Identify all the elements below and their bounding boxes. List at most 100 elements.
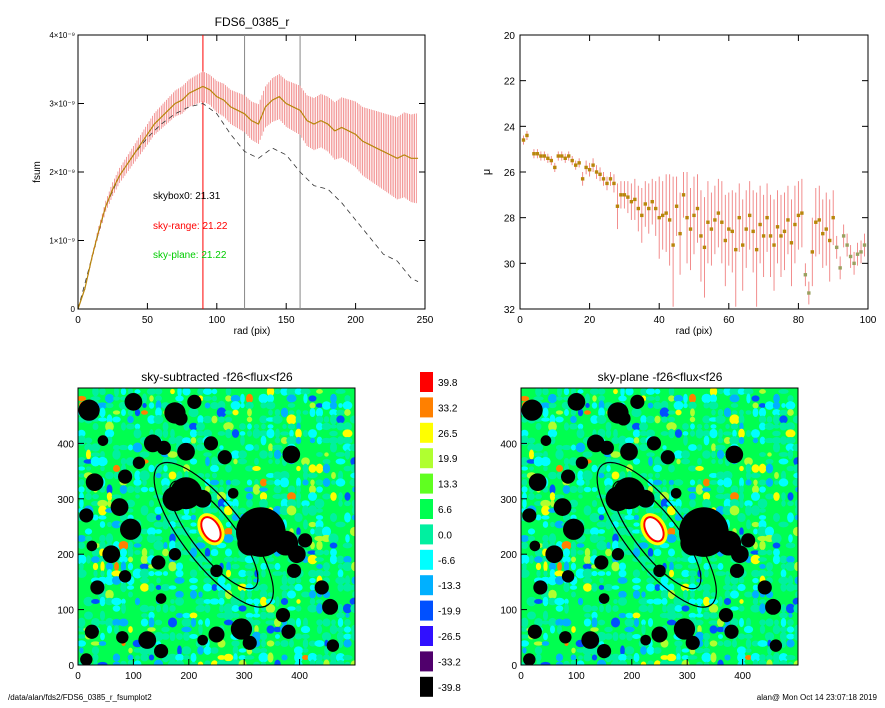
- sky-plane-noise: [779, 555, 788, 564]
- sky-plane-noise: [527, 443, 536, 452]
- sky-plane-noise: [575, 442, 586, 453]
- sky-subtracted-noise: [175, 612, 184, 619]
- sky-subtracted-noise: [78, 634, 87, 639]
- sky-plane-noise: [584, 613, 591, 618]
- sky-plane-mask-blob: [521, 399, 543, 421]
- sky-subtracted-noise: [100, 632, 105, 641]
- sky-plane-mask-blob: [673, 618, 696, 640]
- sky-plane-noise: [626, 655, 633, 660]
- sky-plane-noise: [632, 429, 641, 438]
- sky-subtracted-title: sky-subtracted -f26<flux<f26: [141, 370, 293, 384]
- sky-plane-noise: [667, 416, 676, 423]
- sky-plane-noise: [730, 485, 739, 494]
- mu-point: [636, 206, 641, 211]
- mu-point: [591, 163, 595, 167]
- sky-plane-noise: [542, 596, 549, 607]
- sky-subtracted-mask-blob: [118, 570, 132, 583]
- sky-subtracted-noise: [183, 655, 190, 660]
- sky-plane-noise: [778, 452, 789, 457]
- sky-subtracted-mask-blob: [132, 456, 146, 469]
- mu-point: [761, 234, 766, 238]
- sky-plane-x-tick-label: 100: [568, 671, 585, 682]
- sky-plane-noise: [745, 429, 752, 438]
- sky-subtracted-noise: [225, 388, 232, 396]
- sky-subtracted-noise: [92, 493, 99, 500]
- sky-subtracted-noise: [176, 471, 183, 480]
- sky-subtracted-noise: [112, 618, 121, 627]
- sky-plane-noise: [793, 660, 798, 665]
- sky-plane-noise: [737, 388, 746, 395]
- mu-point: [546, 156, 550, 160]
- sky-subtracted-noise: [105, 471, 114, 480]
- sky-subtracted-noise: [230, 394, 241, 403]
- sky-plane-noise: [611, 436, 620, 445]
- sky-plane-noise: [668, 428, 675, 439]
- sky-plane-noise: [591, 500, 598, 507]
- sky-subtracted-noise: [148, 617, 155, 628]
- mu-point: [685, 215, 689, 220]
- sky-subtracted-noise: [245, 598, 254, 605]
- mu-point: [688, 227, 693, 231]
- sky-subtracted-noise: [111, 520, 122, 529]
- sky-plane-noise: [624, 646, 635, 655]
- sky-subtracted-noise: [128, 647, 133, 654]
- mu-point: [608, 177, 613, 181]
- sky-subtracted-noise: [344, 449, 351, 460]
- sky-plane-noise: [758, 415, 767, 424]
- sky-plane-noise: [759, 389, 766, 394]
- sky-subtracted-noise: [114, 624, 119, 635]
- sky-subtracted-noise: [154, 388, 163, 395]
- sky-plane-noise: [548, 617, 557, 628]
- sky-plane-noise: [555, 661, 564, 665]
- sky-plane-noise: [599, 604, 604, 613]
- sky-plane-noise: [745, 479, 752, 486]
- sky-plane-noise: [695, 428, 704, 439]
- sky-subtracted-mask-blob: [237, 530, 263, 556]
- mu-point: [567, 154, 571, 158]
- sky-subtracted-noise: [127, 508, 134, 513]
- sky-subtracted-noise: [330, 424, 337, 429]
- sky-subtracted-noise: [120, 388, 127, 396]
- sky-subtracted-noise: [97, 456, 108, 467]
- sky-plane-mask-blob: [646, 436, 662, 451]
- sky-subtracted-noise: [219, 445, 224, 450]
- sky-subtracted-noise: [139, 577, 150, 584]
- sky-subtracted-noise: [335, 652, 346, 663]
- sky-subtracted-noise: [225, 583, 232, 592]
- sky-subtracted-noise: [78, 617, 86, 628]
- sky-plane-noise: [737, 633, 746, 640]
- sky-subtracted-noise: [153, 521, 164, 528]
- sky-plane-noise: [589, 388, 600, 395]
- sky-subtracted-noise: [302, 479, 309, 486]
- sky-subtracted-noise: [238, 605, 247, 612]
- sky-plane-noise: [645, 564, 656, 569]
- sky-plane-noise: [729, 505, 740, 516]
- sky-subtracted-noise: [253, 661, 260, 665]
- sky-subtracted-noise: [280, 498, 289, 509]
- sky-subtracted-noise: [167, 513, 178, 522]
- sky-subtracted-mask-blob: [208, 626, 225, 643]
- sky-subtracted-noise: [288, 584, 295, 591]
- mu-point: [702, 245, 707, 250]
- sky-subtracted-noise: [183, 632, 190, 641]
- sky-subtracted-noise: [174, 577, 185, 584]
- sky-plane-noise: [576, 543, 585, 548]
- sky-subtracted-noise: [342, 654, 353, 661]
- mu-point: [859, 250, 863, 254]
- sky-plane-noise: [577, 485, 584, 494]
- sky-subtracted-noise: [175, 562, 184, 571]
- sky-plane-noise: [765, 570, 774, 577]
- sky-subtracted-noise: [196, 555, 205, 564]
- sky-plane-noise: [564, 598, 569, 605]
- sky-plane-noise: [591, 583, 598, 592]
- sky-plane-noise: [570, 415, 577, 424]
- sky-plane-noise: [683, 402, 688, 409]
- sky-subtracted-noise: [98, 641, 107, 646]
- sky-subtracted-noise: [78, 473, 85, 478]
- sky-subtracted-noise: [316, 486, 323, 493]
- sky-subtracted-noise: [259, 478, 268, 487]
- sky-subtracted-noise: [218, 514, 225, 521]
- sky-subtracted-noise: [189, 590, 198, 599]
- sky-subtracted-noise: [177, 388, 182, 397]
- sky-subtracted-noise: [301, 591, 310, 598]
